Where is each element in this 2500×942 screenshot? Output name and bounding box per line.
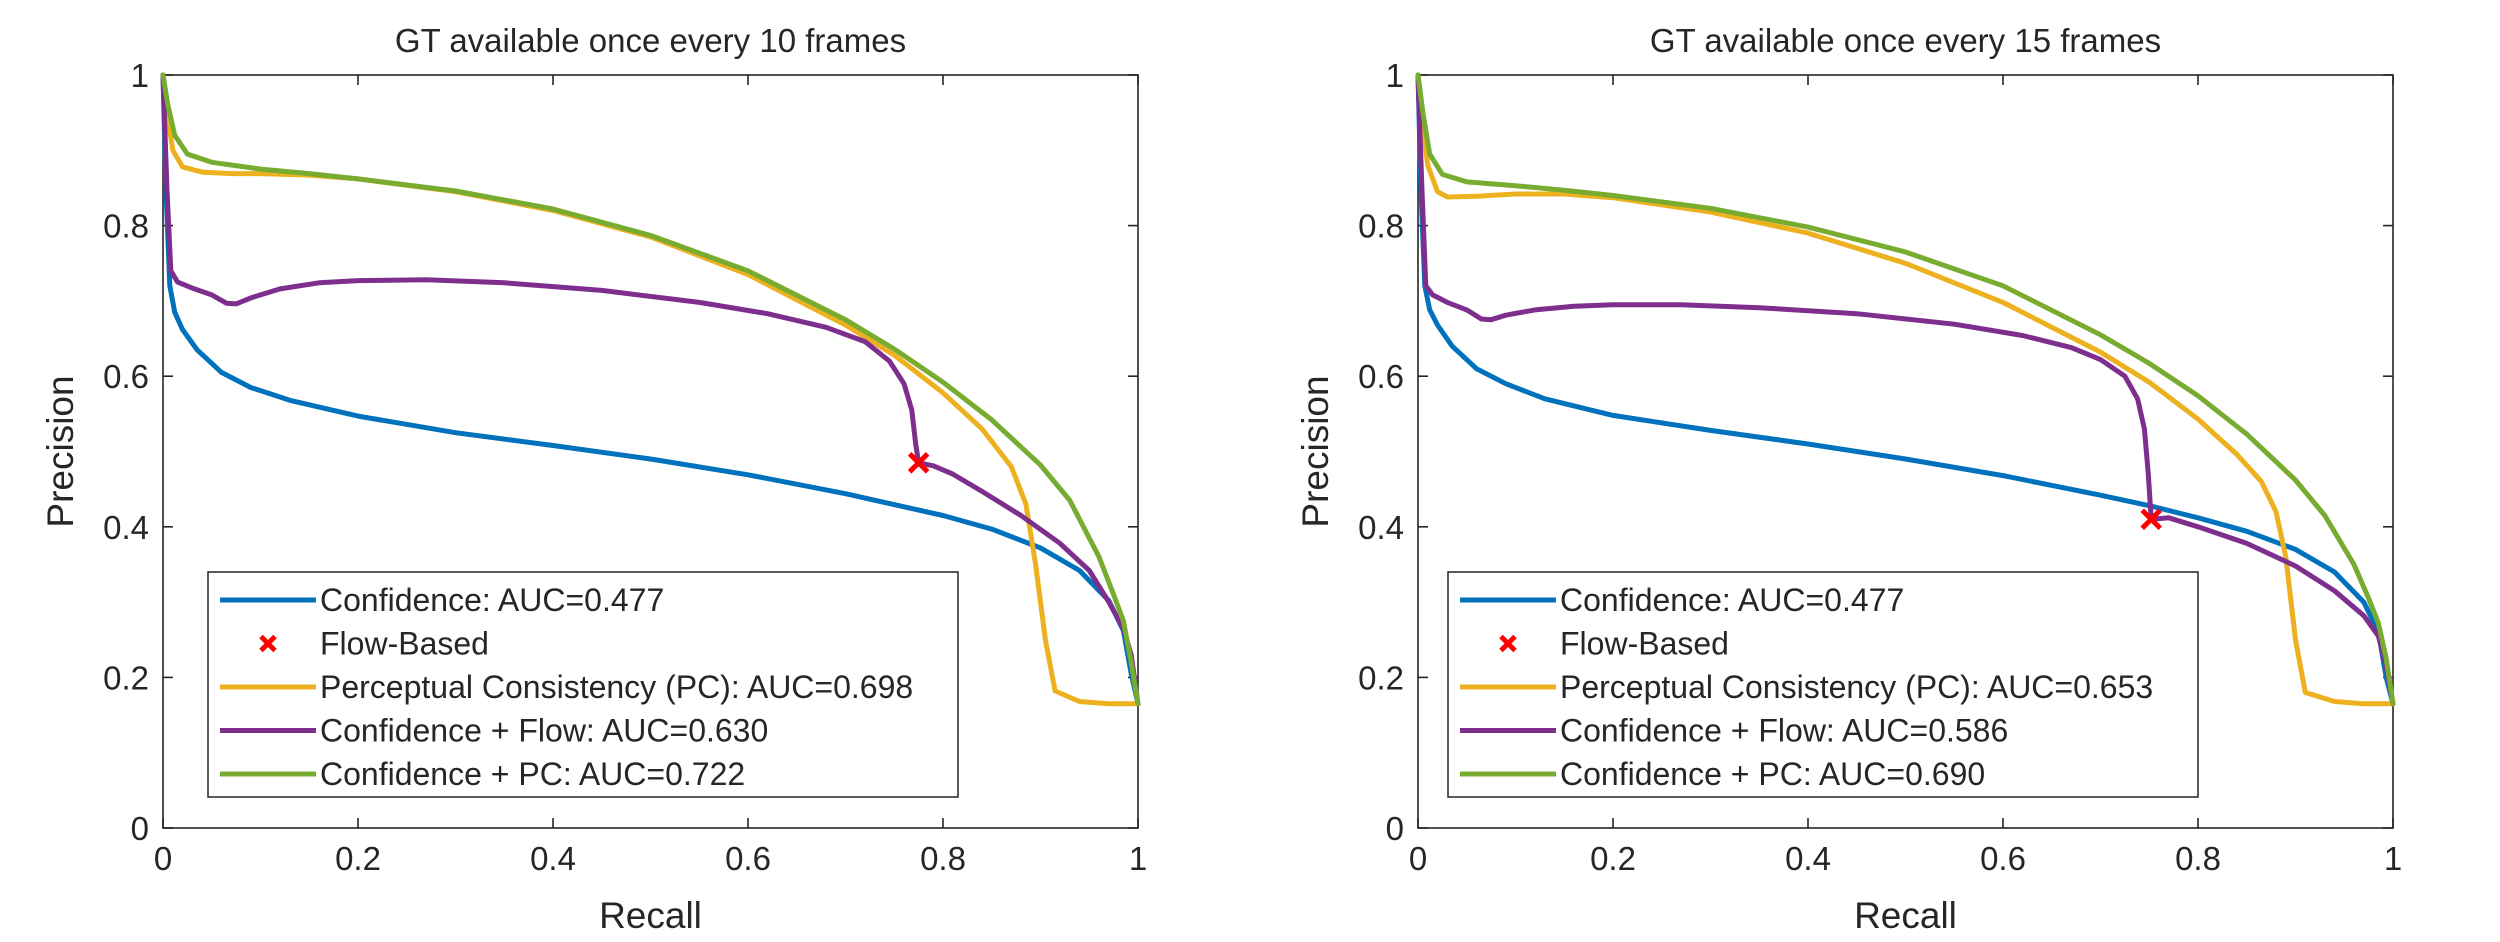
y-tick-label: 0.2 xyxy=(1358,659,1404,696)
legend-label: Confidence: AUC=0.477 xyxy=(320,582,664,618)
y-tick-label: 0.8 xyxy=(103,208,149,245)
legend-item-confidence: Confidence: AUC=0.477 xyxy=(220,582,664,618)
series-marker-flow xyxy=(2140,508,2162,531)
legend-swatch-flow xyxy=(1499,634,1517,653)
x-axis-label: Recall xyxy=(599,895,702,936)
chart-title: GT available once every 15 frames xyxy=(1650,22,2161,59)
legend-item-conf_pc: Confidence + PC: AUC=0.722 xyxy=(220,756,745,792)
x-tick-label: 0.8 xyxy=(2175,840,2221,877)
legend-label: Confidence + PC: AUC=0.690 xyxy=(1560,756,1985,792)
legend-label: Confidence + PC: AUC=0.722 xyxy=(320,756,745,792)
y-tick-label: 0 xyxy=(1386,810,1404,847)
x-tick-label: 0.2 xyxy=(1590,840,1636,877)
legend-label: Flow-Based xyxy=(320,626,489,662)
chart-panel-2: 0 0.2 0.4 0.6 0.8 1 0 0.2 0.4 0.6 0.8 1 GT available… xyxy=(1295,22,2402,936)
series-line-conf_pc xyxy=(1415,72,2396,707)
y-tick-label: 0.2 xyxy=(103,659,149,696)
x-tick-label: 0.2 xyxy=(335,840,381,877)
legend-item-conf_flow: Confidence + Flow: AUC=0.586 xyxy=(1460,713,2008,749)
series-line-conf_flow xyxy=(160,72,1141,707)
x-tick-label: 0.4 xyxy=(530,840,576,877)
x-axis-label: Recall xyxy=(1854,895,1957,936)
x-tick-label: 0.6 xyxy=(1980,840,2026,877)
legend-item-flow: Flow-Based xyxy=(1499,626,1729,662)
series-line-conf_pc xyxy=(160,72,1141,707)
legend-item-flow: Flow-Based xyxy=(259,626,489,662)
series-line-conf_flow xyxy=(1415,72,2396,707)
marker-stroke xyxy=(907,452,930,474)
series-line-pc xyxy=(1415,72,2396,707)
legend-label: Flow-Based xyxy=(1560,626,1729,662)
y-axis-label: Precision xyxy=(1295,375,1336,527)
legend: Confidence: AUC=0.477 Flow-Based Perceptua… xyxy=(1447,571,2199,798)
legend-label: Perceptual Consistency (PC): AUC=0.698 xyxy=(320,669,913,705)
x-tick-label: 0 xyxy=(154,840,172,877)
y-tick-label: 0 xyxy=(131,810,149,847)
y-tick-label: 1 xyxy=(1386,57,1404,94)
chart-panel-1: 0 0.2 0.4 0.6 0.8 1 0 0.2 0.4 0.6 0.8 1 GT available… xyxy=(40,22,1147,936)
marker-stroke xyxy=(2140,508,2162,531)
legend-item-pc: Perceptual Consistency (PC): AUC=0.653 xyxy=(1460,669,2153,705)
legend-box xyxy=(207,571,959,798)
legend-item-conf_pc: Confidence + PC: AUC=0.690 xyxy=(1460,756,1985,792)
y-tick-label: 0.6 xyxy=(1358,358,1404,395)
chart-title: GT available once every 10 frames xyxy=(395,22,906,59)
series-line-confidence xyxy=(160,72,1141,707)
x-tick-label: 0 xyxy=(1409,840,1427,877)
y-tick-label: 1 xyxy=(131,57,149,94)
series-line-pc xyxy=(160,72,1141,707)
legend-box xyxy=(1447,571,2199,798)
legend-item-pc: Perceptual Consistency (PC): AUC=0.698 xyxy=(220,669,913,705)
legend-swatch-flow xyxy=(259,634,277,653)
y-axis-label: Precision xyxy=(40,375,81,527)
y-tick-label: 0.8 xyxy=(1358,208,1404,245)
x-tick-label: 0.8 xyxy=(920,840,966,877)
series-line-confidence xyxy=(1415,72,2396,707)
x-tick-label: 1 xyxy=(2384,840,2402,877)
legend: Confidence: AUC=0.477 Flow-Based Perceptua… xyxy=(207,571,959,798)
legend-label: Confidence: AUC=0.477 xyxy=(1560,582,1904,618)
legend-label: Confidence + Flow: AUC=0.586 xyxy=(1560,713,2008,749)
y-tick-label: 0.4 xyxy=(1358,509,1404,546)
y-tick-label: 0.6 xyxy=(103,358,149,395)
x-tick-label: 1 xyxy=(1129,840,1147,877)
x-tick-label: 0.6 xyxy=(725,840,771,877)
series-marker-flow xyxy=(907,452,930,474)
legend-item-conf_flow: Confidence + Flow: AUC=0.630 xyxy=(220,713,768,749)
legend-item-confidence: Confidence: AUC=0.477 xyxy=(1460,582,1904,618)
legend-label: Perceptual Consistency (PC): AUC=0.653 xyxy=(1560,669,2153,705)
y-tick-label: 0.4 xyxy=(103,509,149,546)
x-tick-label: 0.4 xyxy=(1785,840,1831,877)
legend-label: Confidence + Flow: AUC=0.630 xyxy=(320,713,768,749)
